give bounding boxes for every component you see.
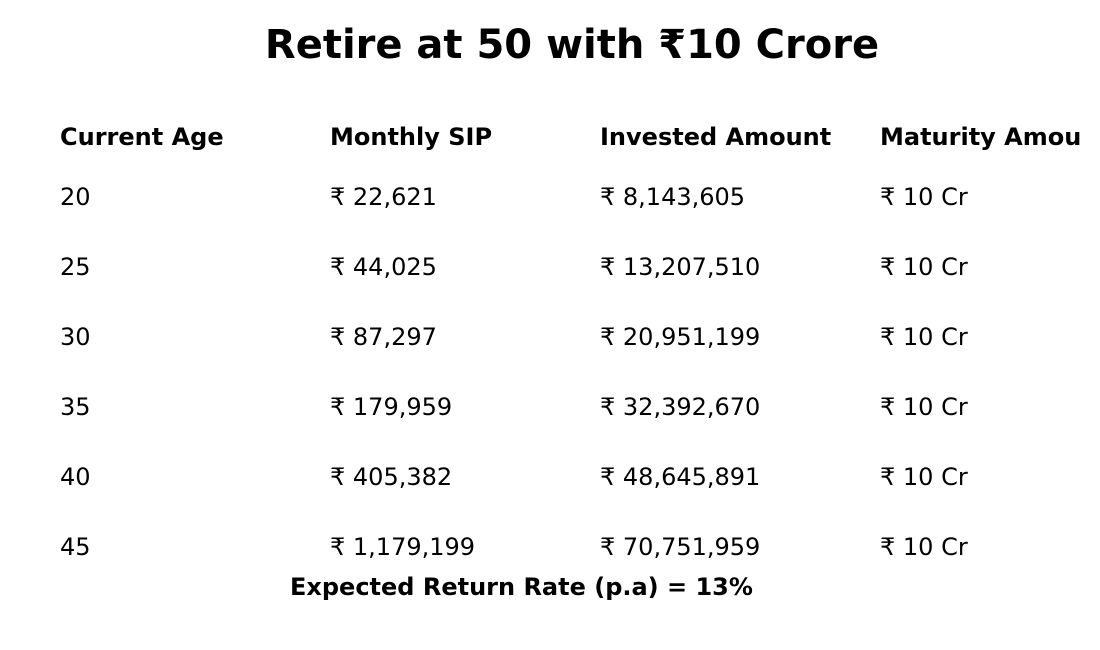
table-cell: ₹ 1,179,199: [330, 533, 476, 561]
table-cell: ₹ 10 Cr: [880, 253, 968, 281]
table-cell: 45: [60, 533, 91, 561]
table-cell: ₹ 8,143,605: [600, 183, 746, 211]
table-cell: 30: [60, 323, 91, 351]
table-cell: ₹ 70,751,959: [600, 533, 761, 561]
table-cell: ₹ 87,297: [330, 323, 437, 351]
table-cell: ₹ 10 Cr: [880, 533, 968, 561]
table-cell: ₹ 20,951,199: [600, 323, 761, 351]
table-cell: ₹ 22,621: [330, 183, 437, 211]
column-header: Monthly SIP: [330, 123, 493, 151]
table-cell: ₹ 10 Cr: [880, 183, 968, 211]
title: Retire at 50 with ₹10 Crore: [264, 22, 880, 68]
table-cell: ₹ 405,382: [330, 463, 453, 491]
table-cell: ₹ 13,207,510: [600, 253, 761, 281]
table-cell: ₹ 179,959: [330, 393, 453, 421]
table-cell: 35: [60, 393, 91, 421]
table-cell: ₹ 32,392,670: [600, 393, 761, 421]
table-cell: 25: [60, 253, 91, 281]
table-cell: 20: [60, 183, 91, 211]
table-cell: ₹ 10 Cr: [880, 323, 968, 351]
column-header: Invested Amount: [600, 123, 832, 151]
footer-note: Expected Return Rate (p.a) = 13%: [290, 573, 753, 601]
column-header: Maturity Amou: [880, 123, 1082, 151]
table-cell: ₹ 44,025: [330, 253, 437, 281]
table-cell: ₹ 10 Cr: [880, 463, 968, 491]
table-cell: 40: [60, 463, 91, 491]
column-header: Current Age: [60, 123, 224, 151]
table-cell: ₹ 48,645,891: [600, 463, 761, 491]
table-cell: ₹ 10 Cr: [880, 393, 968, 421]
